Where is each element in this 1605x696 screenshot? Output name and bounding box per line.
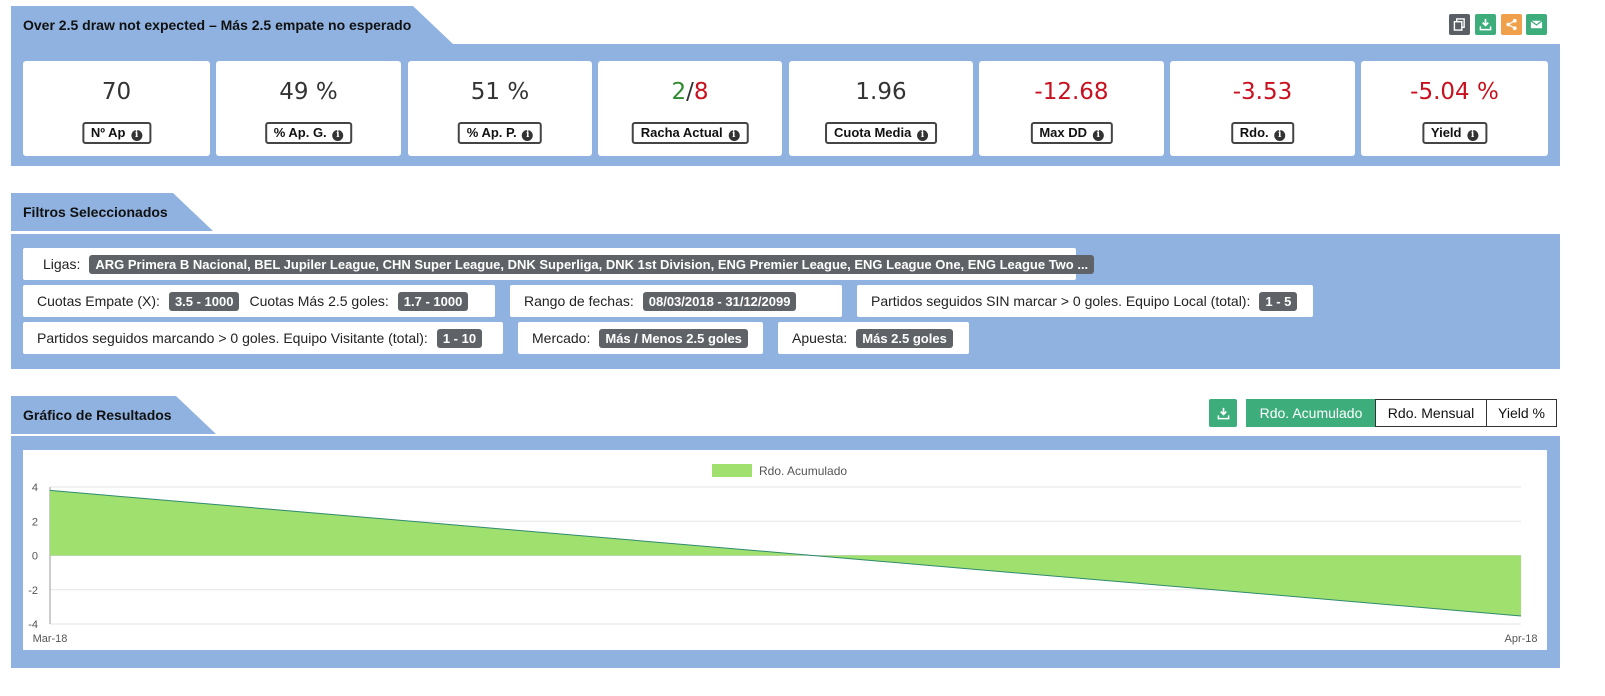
info-icon: i	[728, 130, 740, 141]
chart-download-button[interactable]	[1209, 399, 1237, 427]
y-tick-label: -2	[28, 585, 38, 597]
download-icon	[1479, 18, 1492, 31]
stat-card-n-ap: 70 Nº Ap i	[23, 61, 210, 156]
filter-mercado: Mercado: Más / Menos 2.5 goles	[518, 322, 763, 354]
chart-container: 4 2 0 -2 -4 Mar-18 Apr-18 Rdo. Acumulado	[23, 450, 1547, 650]
stat-card-rdo: -3.53 Rdo. i	[1170, 61, 1355, 156]
filter-cuotas: Cuotas Empate (X): 3.5 - 1000 Cuotas Más…	[23, 285, 495, 317]
envelope-icon	[1530, 20, 1543, 29]
stat-value: -3.53	[1232, 79, 1293, 105]
stat-value: -5.04 %	[1410, 79, 1499, 105]
filter-apuesta-value: Más 2.5 goles	[856, 328, 953, 348]
stat-card-cuota-media: 1.96 Cuota Media i	[789, 61, 973, 156]
strategy-title: Over 2.5 draw not expected – Más 2.5 emp…	[23, 17, 412, 33]
filter-sin-marcar-value: 1 - 5	[1259, 291, 1298, 311]
y-tick-label: 4	[32, 482, 38, 494]
download-button[interactable]	[1475, 14, 1496, 35]
tab-yield[interactable]: Yield %	[1486, 399, 1557, 427]
stat-card-racha-actual: 2/8 Racha Actual i	[598, 61, 782, 156]
stat-card-yield: -5.04 % Yield i	[1361, 61, 1548, 156]
strategy-title-tab: Over 2.5 draw not expected – Más 2.5 emp…	[11, 6, 453, 44]
filter-ligas: Ligas: ARG Primera B Nacional, BEL Jupil…	[23, 248, 1095, 280]
share-icon	[1506, 18, 1517, 31]
stat-label-button[interactable]: Cuota Media i	[825, 122, 937, 144]
filter-mercado-value: Más / Menos 2.5 goles	[599, 328, 748, 348]
stat-label-button[interactable]: Yield i	[1421, 122, 1488, 144]
filter-sin-marcar: Partidos seguidos SIN marcar > 0 goles. …	[857, 285, 1313, 317]
x-tick-label: Apr-18	[1504, 633, 1537, 645]
legend-label: Rdo. Acumulado	[759, 464, 847, 478]
results-title: Gráfico de Resultados	[23, 407, 172, 423]
stat-value: -12.68	[1034, 79, 1109, 105]
copy-icon	[1453, 18, 1465, 31]
results-chart: 4 2 0 -2 -4 Mar-18 Apr-18 Rdo. Acumulado	[28, 464, 1538, 645]
stat-label-button[interactable]: Racha Actual i	[631, 122, 749, 144]
series-line	[49, 489, 1522, 617]
y-tick-label: 2	[32, 516, 38, 528]
filter-ligas-value: ARG Primera B Nacional, BEL Jupiler Leag…	[89, 254, 1095, 274]
tab-rdo-mensual[interactable]: Rdo. Mensual	[1375, 399, 1487, 427]
legend-swatch	[712, 464, 752, 477]
info-icon: i	[332, 130, 344, 141]
stat-label-button[interactable]: % Ap. G. i	[264, 122, 353, 144]
stat-card-pct-ap-g: 49 % % Ap. G. i	[216, 61, 401, 156]
stat-label-button[interactable]: Rdo. i	[1230, 122, 1295, 144]
stat-label-button[interactable]: Nº Ap i	[81, 122, 152, 144]
filter-rango-value: 08/03/2018 - 31/12/2099	[642, 291, 797, 311]
filters-title: Filtros Seleccionados	[23, 204, 168, 220]
racha-wins: 2	[671, 79, 687, 105]
info-icon: i	[522, 130, 534, 141]
filters-title-tab: Filtros Seleccionados	[11, 193, 213, 231]
stat-value: 49 %	[279, 79, 338, 105]
info-icon: i	[131, 130, 143, 141]
filter-marcando-value: 1 - 10	[436, 328, 483, 348]
filter-marcando: Partidos seguidos marcando > 0 goles. Eq…	[23, 322, 503, 354]
email-button[interactable]	[1526, 14, 1547, 35]
tab-rdo-acumulado[interactable]: Rdo. Acumulado	[1246, 399, 1376, 427]
filter-cuotas-mas-value: 1.7 - 1000	[397, 291, 469, 311]
y-tick-label: 0	[32, 551, 38, 563]
copy-button[interactable]	[1449, 14, 1470, 35]
download-icon	[1217, 407, 1229, 419]
info-icon: i	[1467, 130, 1479, 141]
x-tick-label: Mar-18	[33, 633, 68, 645]
stat-value: 2/8	[671, 79, 709, 105]
stat-value: 1.96	[855, 79, 907, 105]
info-icon: i	[916, 130, 928, 141]
info-icon: i	[1274, 130, 1286, 141]
stat-label-button[interactable]: % Ap. P. i	[457, 122, 543, 144]
filter-apuesta: Apuesta: Más 2.5 goles	[778, 322, 969, 354]
info-icon: i	[1092, 130, 1104, 141]
y-tick-label: -4	[28, 619, 38, 631]
filter-rango-fechas: Rango de fechas: 08/03/2018 - 31/12/2099	[510, 285, 842, 317]
stat-card-max-dd: -12.68 Max DD i	[979, 61, 1164, 156]
filter-cuotas-empate-value: 3.5 - 1000	[168, 291, 240, 311]
stat-label-button[interactable]: Max DD i	[1030, 122, 1113, 144]
results-title-tab: Gráfico de Resultados	[11, 396, 216, 434]
stat-value: 51 %	[470, 79, 530, 105]
racha-losses: 8	[693, 79, 709, 105]
stat-value: 70	[101, 79, 132, 105]
stat-card-pct-ap-p: 51 % % Ap. P. i	[408, 61, 592, 156]
share-button[interactable]	[1501, 14, 1522, 35]
